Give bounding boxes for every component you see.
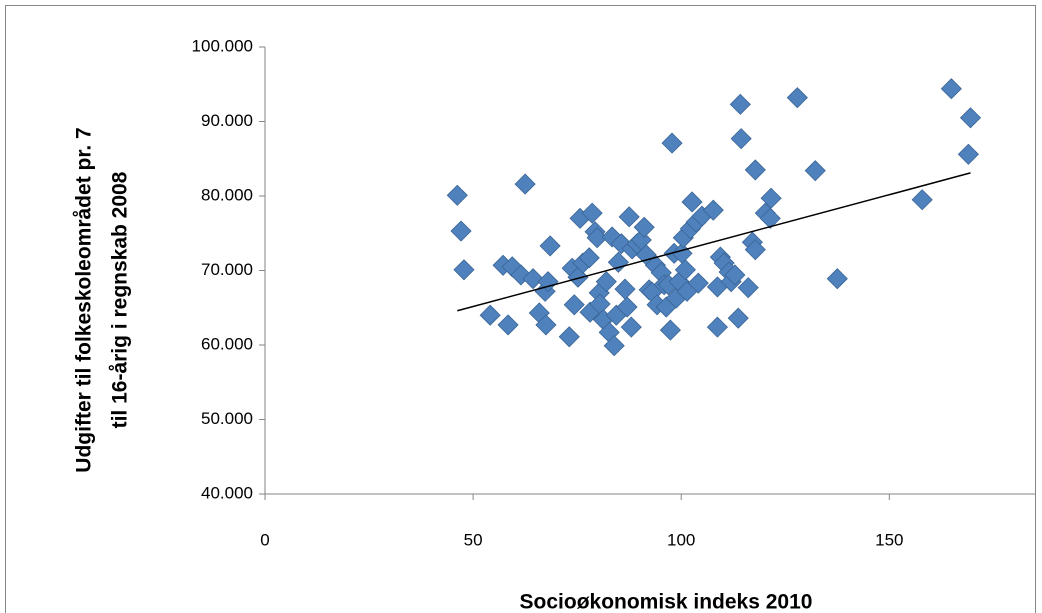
point — [730, 128, 752, 150]
y-tick-label: 90.000 — [201, 111, 253, 130]
trendline — [457, 172, 971, 312]
point — [706, 316, 728, 338]
chart-border — [5, 5, 1036, 613]
point — [446, 184, 468, 206]
point — [563, 294, 585, 316]
y-tick-label: 80.000 — [201, 185, 253, 204]
point — [595, 271, 617, 293]
point — [514, 173, 536, 195]
point — [826, 268, 848, 290]
y-tick-label: 60.000 — [201, 334, 253, 353]
point — [497, 314, 519, 336]
point — [620, 316, 642, 338]
point — [450, 220, 472, 242]
point — [724, 264, 746, 286]
point — [581, 202, 603, 224]
point — [522, 268, 544, 290]
y-tick-label: 40.000 — [201, 483, 253, 502]
point — [510, 264, 532, 286]
point — [759, 207, 781, 229]
point — [737, 277, 759, 299]
y-tick-label: 100.000 — [192, 36, 253, 55]
y-axis-title-group: Udgifter til folkeskoleområdet pr. 7 til… — [73, 127, 132, 472]
point — [729, 93, 751, 115]
point — [659, 319, 681, 341]
x-tick-label: 100 — [667, 530, 695, 549]
point — [744, 159, 766, 181]
point — [453, 259, 475, 281]
y-axis-title: til 16-årig i regnskab 2008 — [109, 171, 132, 428]
point — [567, 266, 589, 288]
point — [633, 216, 655, 238]
point — [537, 271, 559, 293]
point — [674, 259, 696, 281]
point — [727, 307, 749, 329]
point — [957, 143, 979, 165]
point — [760, 187, 782, 209]
y-tick-label: 50.000 — [201, 409, 253, 428]
point — [558, 326, 580, 348]
point — [911, 189, 933, 211]
point — [535, 314, 557, 336]
point — [616, 296, 638, 318]
point — [479, 304, 501, 326]
point — [586, 227, 608, 249]
point — [618, 206, 640, 228]
point — [744, 239, 766, 261]
y-axis-title: Udgifter til folkeskoleområdet pr. 7 — [73, 127, 96, 472]
point — [959, 107, 982, 129]
point — [786, 87, 808, 109]
point — [607, 251, 629, 273]
point — [681, 191, 703, 213]
x-tick-label: 50 — [464, 530, 483, 549]
point — [661, 132, 683, 154]
point — [603, 335, 625, 357]
point — [940, 78, 962, 100]
x-tick-label: 0 — [260, 530, 269, 549]
x-axis-title: Socioøkonomisk indeks 2010 — [520, 591, 813, 613]
point — [702, 199, 724, 221]
y-tick-label: 70.000 — [201, 260, 253, 279]
point — [687, 272, 709, 294]
x-tick-label: 150 — [875, 530, 903, 549]
point — [804, 160, 826, 182]
point — [578, 247, 600, 269]
point — [539, 235, 561, 257]
